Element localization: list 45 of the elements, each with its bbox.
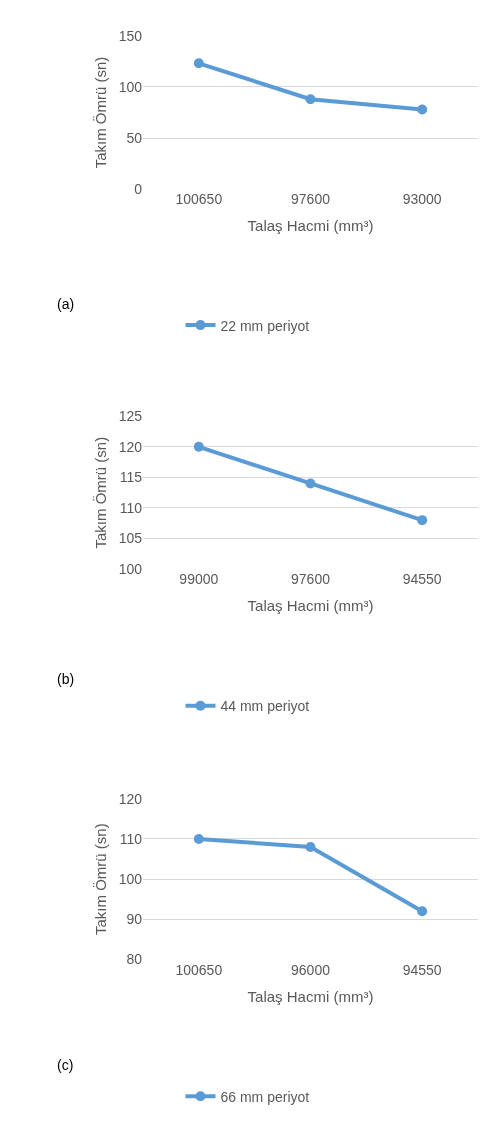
x-axis-title: Talaş Hacmi (mm³) — [247, 217, 374, 235]
point — [193, 58, 204, 69]
point — [305, 842, 316, 853]
x-tick-label: 100650 — [175, 961, 223, 978]
y-tick-label: 0 — [134, 181, 143, 198]
y-tick-label: 105 — [118, 530, 143, 547]
x-axis-title: Talaş Hacmi (mm³) — [247, 987, 374, 1005]
point — [417, 515, 428, 526]
x-tick-label: 94550 — [402, 961, 442, 978]
point — [417, 906, 428, 917]
point — [305, 478, 316, 489]
text: (a) — [57, 296, 75, 312]
x-axis-title: Talaş Hacmi (mm³) — [247, 597, 374, 615]
y-axis-title: Takım Ömrü (sn) — [91, 436, 109, 549]
y-tick-label: 50 — [126, 130, 143, 147]
y-axis-title: Takım Ömrü (sn) — [91, 823, 109, 936]
y-tick-label: 120 — [118, 438, 143, 455]
y-tick-label: 115 — [119, 469, 143, 486]
legend-label: 44 mm periyot — [220, 698, 310, 715]
y-tick-label: 120 — [118, 790, 143, 807]
x-tick-label: 100650 — [175, 191, 223, 208]
y-tick-label: 110 — [119, 499, 143, 516]
y-tick-label: 150 — [118, 27, 143, 44]
x-tick-label: 93000 — [402, 191, 442, 208]
x-tick-label: 97600 — [291, 571, 331, 588]
point — [193, 441, 204, 452]
text: (c) — [57, 1057, 74, 1073]
point — [193, 833, 204, 844]
y-tick-label: 90 — [126, 911, 143, 928]
x-tick-label: 96000 — [291, 961, 331, 978]
y-tick-label: 80 — [126, 951, 143, 968]
y-tick-label: 110 — [119, 830, 143, 847]
point — [305, 94, 316, 105]
legend-label: 66 mm periyot — [220, 1088, 310, 1105]
y-tick-label: 100 — [118, 560, 143, 577]
y-tick-label: 125 — [118, 408, 143, 425]
y-axis-title: Takım Ömrü (sn) — [91, 56, 109, 169]
y-tick-label: 100 — [118, 871, 143, 888]
x-tick-label: 97600 — [291, 191, 331, 208]
x-tick-label: 99000 — [179, 571, 219, 588]
legend-label: 22 mm periyot — [220, 317, 310, 334]
point — [417, 104, 428, 115]
x-tick-label: 94550 — [402, 571, 442, 588]
y-tick-label: 100 — [118, 78, 143, 95]
text: (b) — [57, 671, 75, 687]
